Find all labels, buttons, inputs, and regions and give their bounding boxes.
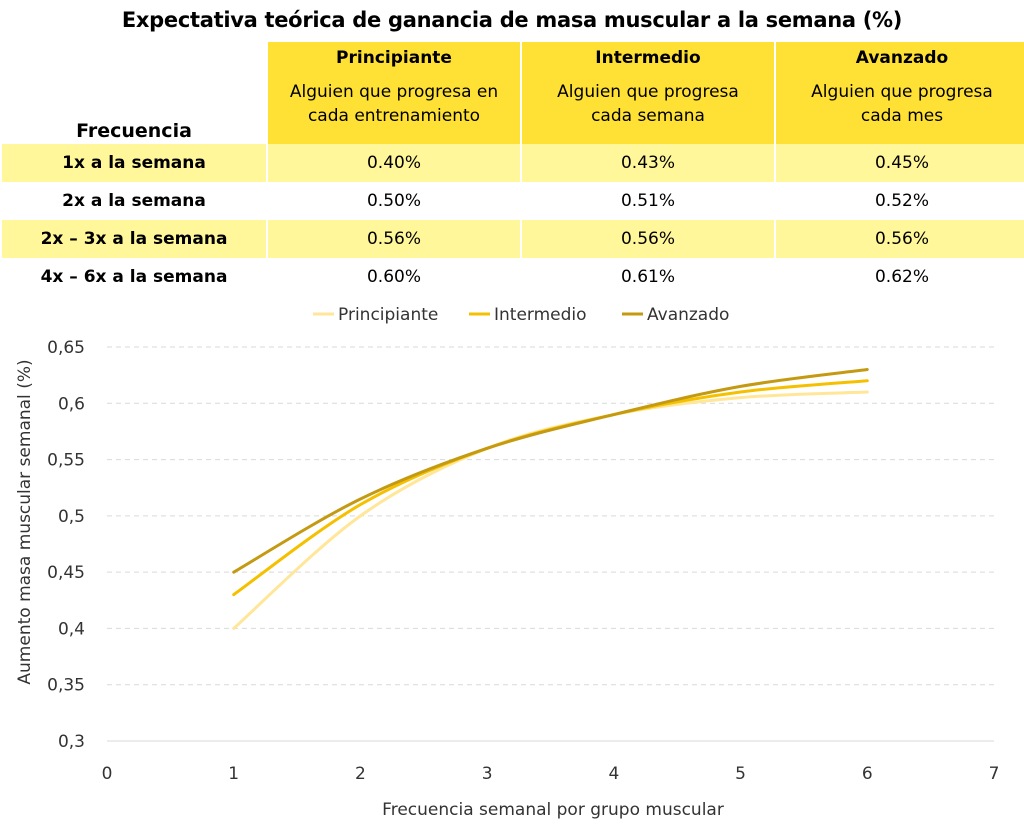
level-name: Avanzado <box>855 48 949 68</box>
legend: Principiante Intermedio Avanzado <box>313 305 729 325</box>
table-row: 4x – 6x a la semana 0.60% 0.61% 0.62% <box>2 258 1024 296</box>
legend-label: Principiante <box>338 305 438 325</box>
table-cell: 0.43% <box>520 144 774 182</box>
table-cell: 0.52% <box>774 182 1024 220</box>
x-tick-label: 3 <box>482 764 493 784</box>
table-cell: 0.51% <box>520 182 774 220</box>
series-lines <box>232 368 869 630</box>
line-chart: 0,3 0,35 0,4 0,45 0,5 0,55 0,6 0,65 0 1 2 3 4 5 6 7 Pr… <box>15 305 1000 820</box>
legend-label: Avanzado <box>647 305 729 325</box>
row-label: 2x a la semana <box>62 191 206 211</box>
y-tick-label: 0,6 <box>58 394 85 414</box>
x-tick-label: 0 <box>102 764 113 784</box>
row-label: 4x – 6x a la semana <box>40 267 228 287</box>
level-header-avanzado: Avanzado Alguien que progresa cada mes <box>774 42 1024 144</box>
level-desc-line1: Alguien que progresa <box>811 82 993 102</box>
row-label: 1x a la semana <box>2 144 266 182</box>
table-cell: 0.40% <box>266 144 520 182</box>
table-row: 2x a la semana 0.50% 0.51% 0.52% <box>2 182 1024 220</box>
y-axis-label: Aumento masa muscular semanal (%) <box>15 359 35 684</box>
table-cell: 0.62% <box>774 258 1024 296</box>
series-line-principiante <box>232 390 869 630</box>
gridlines <box>107 346 994 686</box>
table-cell: 0.56% <box>266 220 520 258</box>
table-cell: 0.56% <box>774 220 1024 258</box>
table-cell: 0.50% <box>266 182 520 220</box>
level-desc-line1: Alguien que progresa en <box>289 82 499 102</box>
y-tick-label: 0,45 <box>47 563 85 583</box>
y-tick-label: 0,65 <box>47 338 85 358</box>
table-cell: 0.45% <box>774 144 1024 182</box>
y-tick-label: 0,5 <box>58 507 85 527</box>
page-title: Expectativa teórica de ganancia de masa … <box>121 8 903 32</box>
x-tick-label: 1 <box>228 764 239 784</box>
x-tick-label: 5 <box>735 764 746 784</box>
legend-label: Intermedio <box>494 305 587 325</box>
y-tick-label: 0,55 <box>47 451 85 471</box>
level-header-intermedio: Intermedio Alguien que progresa cada sem… <box>520 42 774 144</box>
series-line-intermedio <box>232 379 869 597</box>
level-desc-line2: cada mes <box>860 106 944 126</box>
x-axis-ticks: 0 1 2 3 4 5 6 7 <box>102 764 1000 784</box>
level-desc-line2: cada semana <box>591 106 705 126</box>
level-name: Principiante <box>336 48 452 68</box>
frequency-table: Frecuencia Principiante Alguien que prog… <box>2 42 1024 296</box>
table-cell: 0.60% <box>266 258 520 296</box>
series-line-avanzado <box>232 368 869 574</box>
frequency-header: Frecuencia <box>76 120 192 142</box>
level-header-principiante: Principiante Alguien que progresa en cad… <box>266 42 520 144</box>
y-tick-label: 0,4 <box>58 619 85 639</box>
y-axis-ticks: 0,3 0,35 0,4 0,45 0,5 0,55 0,6 0,65 <box>47 338 85 752</box>
table-cell: 0.56% <box>520 220 774 258</box>
table-row: 2x – 3x a la semana 0.56% 0.56% 0.56% <box>2 220 1024 258</box>
row-label: 2x – 3x a la semana <box>2 220 266 258</box>
level-name: Intermedio <box>595 48 701 68</box>
table-cell: 0.61% <box>520 258 774 296</box>
level-desc-line2: cada entrenamiento <box>307 106 481 126</box>
x-axis-label: Frecuencia semanal por grupo muscular <box>382 800 724 820</box>
x-tick-label: 2 <box>355 764 366 784</box>
y-tick-label: 0,3 <box>58 732 85 752</box>
table-row: 1x a la semana 0.40% 0.43% 0.45% <box>2 144 1024 182</box>
x-tick-label: 7 <box>989 764 1000 784</box>
level-desc-line1: Alguien que progresa <box>557 82 739 102</box>
y-tick-label: 0,35 <box>47 676 85 696</box>
x-tick-label: 6 <box>862 764 873 784</box>
x-tick-label: 4 <box>608 764 619 784</box>
